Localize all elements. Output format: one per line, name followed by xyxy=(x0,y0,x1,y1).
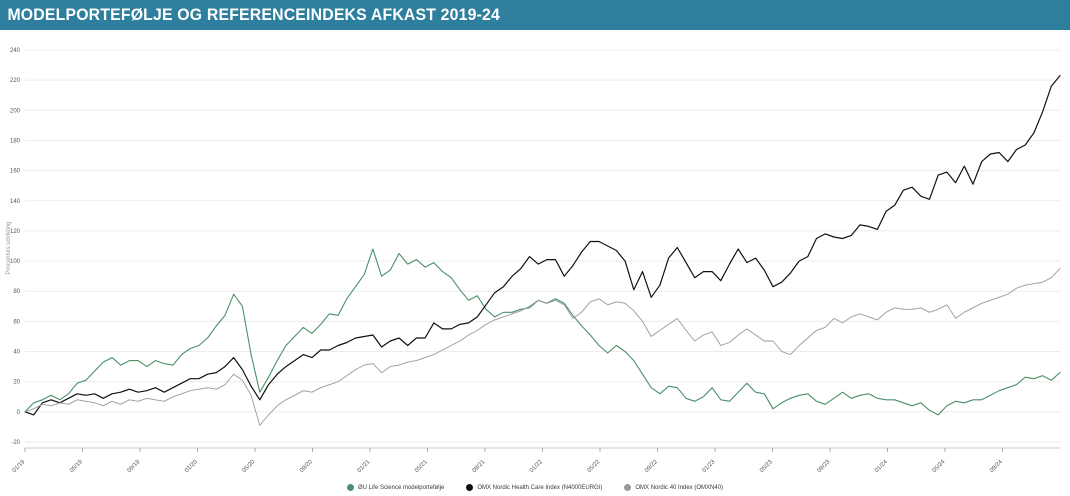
svg-text:80: 80 xyxy=(13,289,20,295)
legend-label: ØU Life Science modelportefølje xyxy=(357,484,445,491)
svg-text:01/19: 01/19 xyxy=(12,459,27,474)
chart-title: MODELPORTEFØLJE OG REFERENCEINDEKS AFKAS… xyxy=(7,5,501,24)
svg-text:240: 240 xyxy=(10,48,21,54)
y-axis-title: Procentvis udvikling xyxy=(6,221,12,274)
svg-text:01/22: 01/22 xyxy=(529,459,544,474)
chart-legend: ØU Life Science modelportefølje OMX Nord… xyxy=(0,484,1070,491)
series-line-0 xyxy=(24,248,1061,416)
svg-text:140: 140 xyxy=(10,199,21,205)
svg-text:60: 60 xyxy=(13,319,20,325)
legend-label: OMX Nordic 40 Index (OMXN40) xyxy=(635,484,724,491)
svg-text:05/24: 05/24 xyxy=(932,459,947,474)
svg-text:05/23: 05/23 xyxy=(759,459,774,474)
legend-item-nordic40-index[interactable]: OMX Nordic 40 Index (OMXN40) xyxy=(624,484,723,491)
svg-text:09/20: 09/20 xyxy=(299,459,314,474)
svg-text:220: 220 xyxy=(10,78,21,84)
svg-text:180: 180 xyxy=(10,138,21,144)
svg-text:0: 0 xyxy=(17,410,21,416)
legend-dot-green-icon xyxy=(346,484,354,491)
svg-text:09/23: 09/23 xyxy=(817,459,832,474)
svg-text:09/21: 09/21 xyxy=(472,459,487,474)
svg-text:05/19: 05/19 xyxy=(69,459,84,474)
svg-text:01/20: 01/20 xyxy=(184,459,199,474)
svg-text:09/22: 09/22 xyxy=(644,459,659,474)
legend-item-model-portfolio[interactable]: ØU Life Science modelportefølje xyxy=(346,484,445,491)
svg-text:09/19: 09/19 xyxy=(127,459,142,474)
svg-text:01/24: 01/24 xyxy=(874,459,889,474)
svg-text:-20: -20 xyxy=(11,440,20,446)
legend-item-health-care-index[interactable]: OMX Nordic Health Care Index (N4000EURGI… xyxy=(466,484,602,491)
svg-text:09/24: 09/24 xyxy=(989,459,1004,474)
series-line-1 xyxy=(24,74,1061,416)
grid-lines xyxy=(25,49,1060,443)
legend-label: OMX Nordic Health Care Index (N4000EURGI… xyxy=(477,484,603,491)
svg-text:200: 200 xyxy=(10,108,21,114)
svg-text:01/21: 01/21 xyxy=(357,459,372,474)
svg-text:05/21: 05/21 xyxy=(414,459,429,474)
svg-text:05/20: 05/20 xyxy=(242,459,257,474)
svg-text:120: 120 xyxy=(10,229,21,235)
title-bar: MODELPORTEFØLJE OG REFERENCEINDEKS AFKAS… xyxy=(0,0,1070,30)
svg-text:40: 40 xyxy=(13,350,20,356)
svg-text:20: 20 xyxy=(13,380,20,386)
legend-dot-black-icon xyxy=(466,484,474,491)
x-axis-ticks xyxy=(24,448,1003,452)
x-axis-labels: 01/19 05/19 09/19 01/20 05/20 09/20 01/21 05/21… xyxy=(12,459,1005,474)
legend-dot-gray-icon xyxy=(624,484,632,491)
svg-text:160: 160 xyxy=(10,169,21,175)
svg-text:01/23: 01/23 xyxy=(702,459,717,474)
series-line-2 xyxy=(24,268,1061,426)
svg-text:100: 100 xyxy=(10,259,21,265)
svg-text:05/22: 05/22 xyxy=(587,459,602,474)
series-lines xyxy=(24,74,1061,426)
